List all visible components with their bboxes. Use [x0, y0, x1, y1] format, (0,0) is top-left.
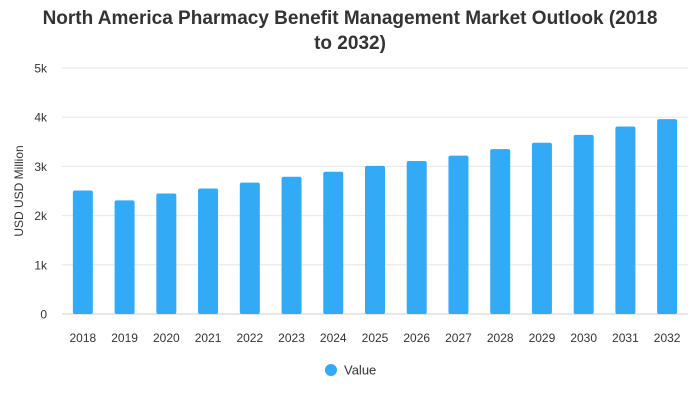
y-tick-label: 0 — [40, 308, 47, 322]
bar[interactable] — [365, 165, 385, 314]
legend-marker — [325, 364, 337, 376]
bar[interactable] — [281, 176, 302, 314]
x-tick-label: 2029 — [529, 331, 556, 345]
x-tick-label: 2031 — [612, 331, 639, 345]
bar[interactable] — [490, 149, 511, 314]
bar[interactable] — [406, 160, 427, 314]
y-tick-label: 4k — [34, 111, 48, 125]
x-axis-ticks: 2018 2019 2020 2021 2022 2023 2024 2025 2026 2027… — [70, 331, 681, 345]
chart-title-line-1: North America Pharmacy Benefit Managemen… — [42, 8, 658, 29]
chart-title-line-2: to 2032) — [314, 33, 386, 54]
y-tick-label: 3k — [34, 160, 48, 174]
x-tick-label: 2024 — [320, 331, 347, 345]
bar[interactable] — [615, 126, 636, 314]
bar[interactable] — [573, 134, 594, 314]
bars — [72, 119, 678, 314]
y-axis-ticks: 0 1k 2k 3k 4k 5k — [34, 62, 48, 322]
x-tick-label: 2021 — [195, 331, 222, 345]
x-tick-label: 2018 — [70, 331, 97, 345]
x-tick-label: 2028 — [487, 331, 514, 345]
bar[interactable] — [72, 190, 93, 314]
bar[interactable] — [657, 119, 678, 314]
x-tick-label: 2020 — [153, 331, 180, 345]
bar[interactable] — [198, 188, 219, 314]
bar[interactable] — [448, 155, 469, 314]
bar[interactable] — [156, 193, 177, 314]
y-tick-label: 2k — [34, 209, 48, 223]
x-tick-label: 2025 — [362, 331, 389, 345]
bar[interactable] — [323, 171, 344, 314]
x-tick-label: 2026 — [403, 331, 430, 345]
bar[interactable] — [239, 182, 260, 314]
y-axis-label: USD USD Million — [12, 145, 26, 236]
x-tick-label: 2022 — [236, 331, 263, 345]
y-tick-label: 5k — [34, 62, 48, 76]
bar[interactable] — [114, 200, 135, 314]
chart-title: North America Pharmacy Benefit Managemen… — [0, 6, 700, 56]
y-tick-label: 1k — [34, 258, 48, 272]
legend-label: Value — [344, 363, 376, 378]
x-tick-label: 2019 — [111, 331, 138, 345]
bar[interactable] — [531, 142, 552, 314]
x-tick-label: 2027 — [445, 331, 472, 345]
x-tick-label: 2023 — [278, 331, 305, 345]
legend[interactable]: Value — [325, 363, 376, 378]
x-tick-label: 2030 — [570, 331, 597, 345]
x-tick-label: 2032 — [654, 331, 681, 345]
